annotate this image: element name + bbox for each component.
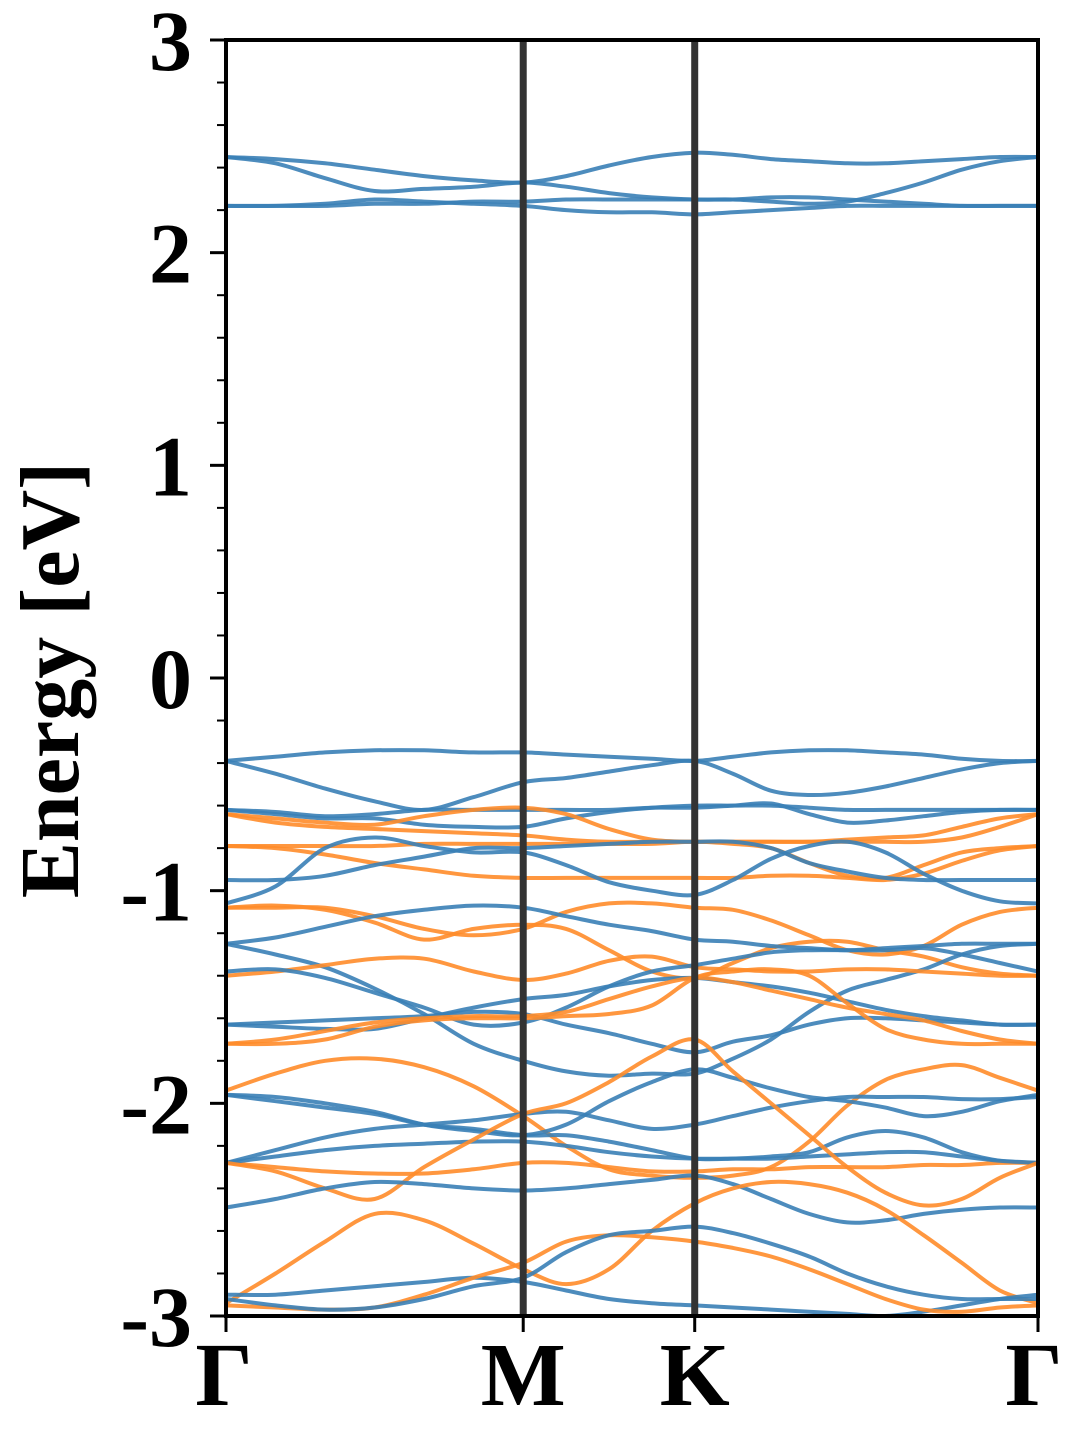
band-line-36 bbox=[226, 1224, 1038, 1312]
band-line-9 bbox=[226, 805, 1038, 844]
band-line-24 bbox=[226, 967, 1038, 1047]
y-tick-label: 3 bbox=[149, 0, 192, 89]
y-tick-label: 0 bbox=[149, 631, 192, 727]
band-line-19 bbox=[226, 954, 1038, 983]
band-line-2 bbox=[226, 155, 1038, 206]
x-tick-label-M: M bbox=[481, 1326, 566, 1425]
band-line-1 bbox=[226, 150, 1038, 185]
band-lines bbox=[226, 150, 1038, 1316]
y-tick-label: -3 bbox=[120, 1269, 192, 1365]
x-tick-label-K: K bbox=[660, 1326, 730, 1425]
band-line-20 bbox=[226, 945, 1038, 1028]
band-line-33 bbox=[226, 1179, 1038, 1306]
band-line-27 bbox=[226, 1092, 1038, 1165]
band-line-15 bbox=[226, 903, 1038, 981]
band-line-21 bbox=[226, 975, 1038, 1032]
band-line-32 bbox=[226, 1173, 1038, 1225]
x-tick-label-Γ: Γ bbox=[1005, 1326, 1062, 1425]
band-line-13 bbox=[226, 839, 1038, 883]
y-tick-label: 1 bbox=[149, 418, 192, 514]
band-line-23 bbox=[226, 975, 1038, 1046]
y-tick-labels: 3 2 1 0 -1 -2 -3 bbox=[120, 0, 192, 1365]
y-tick-label: 2 bbox=[149, 206, 192, 302]
band-line-30 bbox=[226, 1139, 1038, 1165]
band-line-3 bbox=[226, 197, 1038, 217]
band-line-8 bbox=[226, 803, 1038, 830]
band-line-14 bbox=[226, 835, 1038, 906]
band-line-29 bbox=[226, 1160, 1038, 1176]
band-line-4 bbox=[226, 195, 1038, 209]
band-line-34 bbox=[226, 1275, 1038, 1316]
x-tick-label-Γ: Γ bbox=[195, 1326, 252, 1425]
axis-ticks bbox=[210, 38, 1040, 1332]
y-axis-label: Energy [eV] bbox=[4, 462, 97, 898]
y-tick-label: -1 bbox=[120, 844, 192, 940]
band-line-12 bbox=[226, 844, 1038, 883]
y-tick-label: -2 bbox=[120, 1056, 192, 1152]
band-line-5 bbox=[226, 748, 1038, 764]
band-line-28 bbox=[226, 1094, 1038, 1165]
band-line-6 bbox=[226, 758, 1038, 812]
high-symmetry-lines bbox=[519, 40, 699, 1316]
band-line-31 bbox=[226, 1037, 1038, 1208]
